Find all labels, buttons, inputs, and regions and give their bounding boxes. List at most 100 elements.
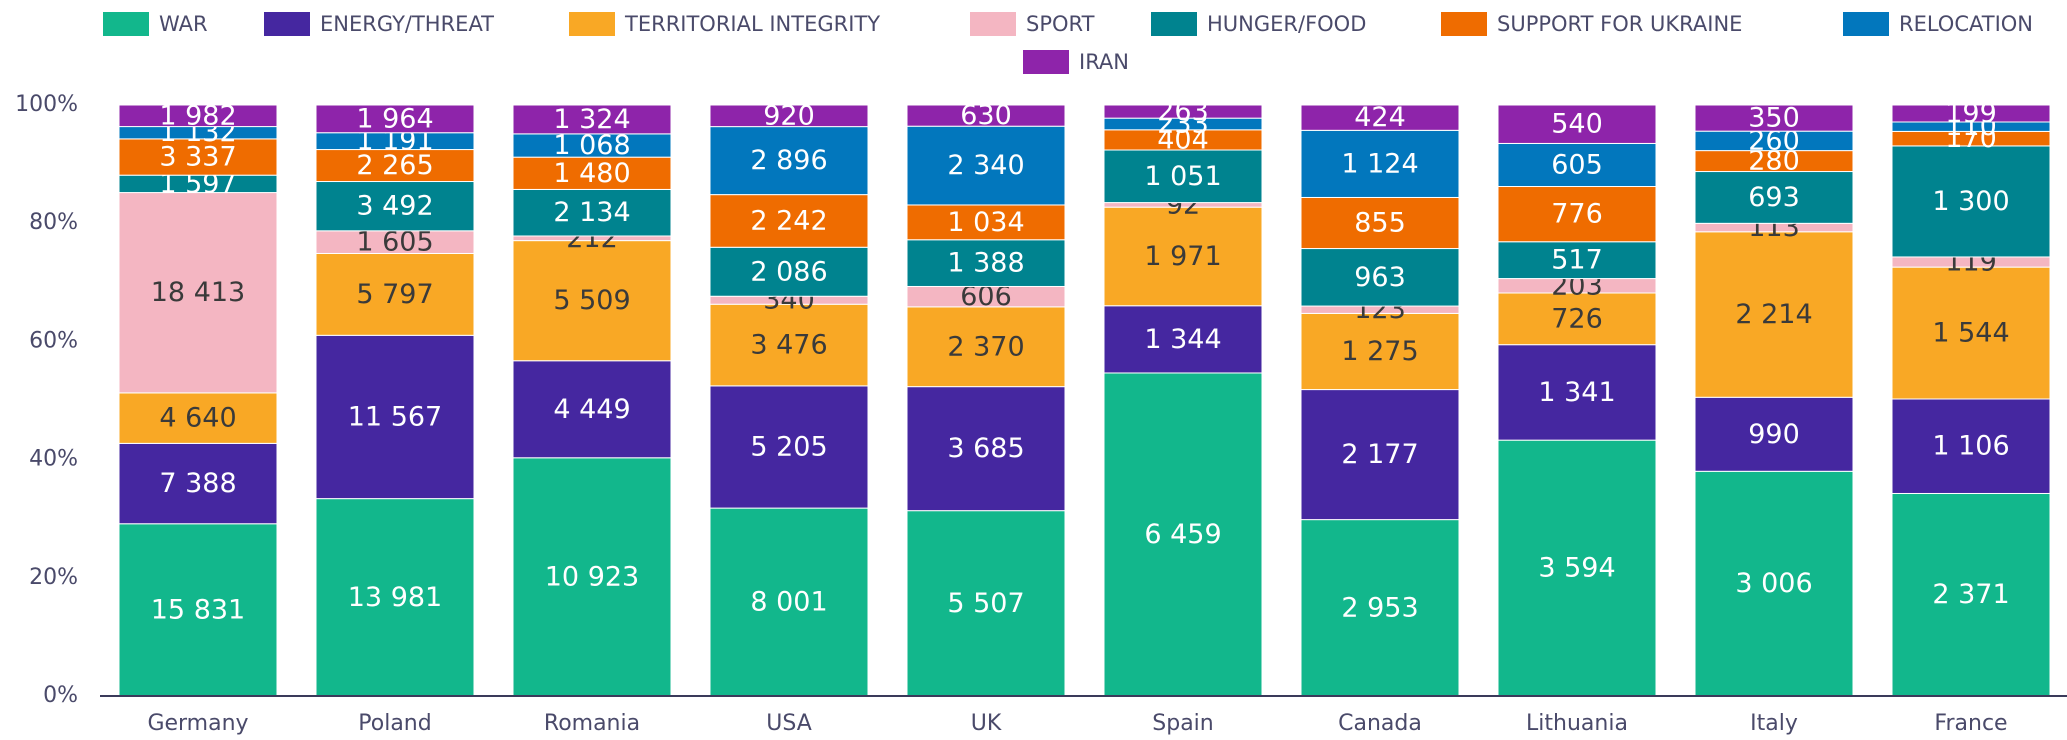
data-label: 3 685: [947, 433, 1024, 464]
data-label: 3 492: [356, 191, 433, 222]
bar-segment: [315, 252, 475, 336]
bar-segment: [1694, 231, 1854, 398]
data-label: 920: [763, 100, 815, 131]
bar-segment: [1497, 104, 1657, 144]
y-tick-label: 20%: [29, 565, 78, 590]
bar-segment: [1103, 206, 1263, 307]
data-label: 5 507: [947, 588, 1024, 619]
data-label: 776: [1551, 199, 1603, 230]
y-tick-label: 40%: [29, 447, 78, 472]
bar-segment: [906, 306, 1066, 388]
data-label: 5 205: [750, 431, 827, 462]
bar-segment: [709, 385, 869, 509]
data-label: 1 124: [1341, 148, 1418, 179]
data-label: 2 371: [1932, 579, 2009, 610]
legend-swatch: [264, 12, 310, 36]
data-label: 1 388: [947, 248, 1024, 279]
bar-segment: [315, 181, 475, 232]
data-label: 4 449: [553, 394, 630, 425]
y-tick-label: 0%: [43, 683, 78, 708]
legend-label: HUNGER/FOOD: [1207, 12, 1366, 36]
bar-segment: [118, 138, 278, 176]
bar-segment: [315, 498, 475, 697]
x-tick-label: Italy: [1750, 711, 1798, 736]
data-label: 2 340: [947, 150, 1024, 181]
data-label: 4 640: [159, 403, 236, 434]
legend-swatch: [1441, 12, 1487, 36]
data-label: 2 370: [947, 331, 1024, 362]
bar-segment: [512, 457, 672, 697]
data-label: 263: [1157, 96, 1209, 127]
data-label: 1 068: [553, 130, 630, 161]
data-label: 10 923: [545, 561, 639, 592]
data-label: 1 982: [159, 100, 236, 131]
bar-segment: [118, 442, 278, 525]
x-tick-label: Romania: [544, 711, 640, 736]
data-label: 990: [1748, 419, 1800, 450]
data-label: 605: [1551, 149, 1603, 180]
bar-segment: [709, 507, 869, 697]
legend-label: WAR: [159, 12, 208, 36]
data-label: 1 275: [1341, 336, 1418, 367]
bar-segment: [906, 125, 1066, 206]
x-tick-label: Lithuania: [1526, 711, 1628, 736]
data-label: 2 953: [1341, 592, 1418, 623]
bar-segment: [118, 523, 278, 697]
bar-segment: [906, 386, 1066, 512]
data-label: 963: [1354, 262, 1406, 293]
data-label: 1 964: [356, 103, 433, 134]
data-label: 3 594: [1538, 553, 1615, 584]
bar-segment: [1300, 196, 1460, 250]
x-tick-label: Poland: [358, 711, 431, 736]
bar-segment: [906, 204, 1066, 241]
data-label: 2 177: [1341, 439, 1418, 470]
x-tick-label: UK: [971, 711, 1002, 736]
bar-segment: [1300, 104, 1460, 131]
x-tick-label: Spain: [1152, 711, 1213, 736]
data-label: 1 344: [1144, 324, 1221, 355]
data-label: 517: [1551, 245, 1603, 276]
x-tick-label: France: [1934, 711, 2007, 736]
data-label: 855: [1354, 208, 1406, 239]
legend-swatch: [1151, 12, 1197, 36]
data-label: 2 214: [1735, 299, 1812, 330]
data-label: 13 981: [348, 582, 442, 613]
data-label: 350: [1748, 103, 1800, 134]
data-label: 726: [1551, 303, 1603, 334]
bar-segment: [1497, 439, 1657, 697]
legend-label: SUPPORT FOR UKRAINE: [1497, 12, 1742, 36]
bar-segment: [1300, 248, 1460, 307]
bar-segment: [709, 104, 869, 128]
legend-label: IRAN: [1079, 50, 1129, 74]
data-label: 3 337: [159, 142, 236, 173]
bar-segment: [315, 334, 475, 500]
data-label: 199: [1945, 98, 1997, 129]
bar-segment: [315, 149, 475, 183]
data-label: 3 476: [750, 330, 827, 361]
data-label: 1 324: [553, 104, 630, 135]
bar-segment: [512, 188, 672, 237]
bar-segment: [512, 360, 672, 459]
bar-segment: [1497, 292, 1657, 346]
data-label: 6 459: [1144, 519, 1221, 550]
bar-segment: [1694, 470, 1854, 697]
x-tick-label: Germany: [147, 711, 248, 736]
data-label: 2 242: [750, 205, 827, 236]
data-label: 693: [1748, 182, 1800, 213]
bar-segment: [1891, 104, 2051, 123]
bar-segment: [1300, 129, 1460, 198]
data-label: 2 265: [356, 150, 433, 181]
legend-label: TERRITORIAL INTEGRITY: [624, 12, 880, 36]
bar-segment: [1103, 104, 1263, 119]
bar-segment: [1694, 396, 1854, 472]
legend-label: SPORT: [1026, 12, 1095, 36]
bar-segment: [1891, 266, 2051, 400]
bar-segment: [1497, 241, 1657, 280]
bar-segment: [709, 303, 869, 387]
data-label: 2 134: [553, 197, 630, 228]
data-label: 1 051: [1144, 161, 1221, 192]
bar-segment: [118, 192, 278, 394]
bar-segment: [709, 194, 869, 248]
legend-label: RELOCATION: [1899, 12, 2033, 36]
